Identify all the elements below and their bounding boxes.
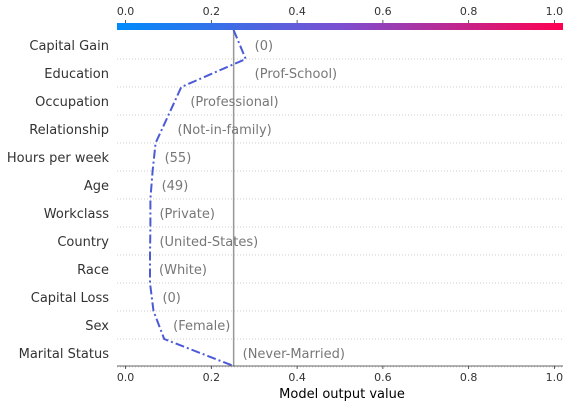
bottom-axis: 0.0 0.2 0.4 0.6 0.8 1.0	[117, 366, 563, 384]
feature-value-label: (White)	[159, 263, 207, 278]
bottom-tick-label: 0.2	[203, 371, 221, 384]
x-axis-label: Model output value	[279, 387, 405, 402]
decision-path-line	[149, 29, 248, 367]
bottom-tick-label: 0.8	[460, 371, 478, 384]
feature-name: Marital Status	[19, 347, 110, 362]
feature-value-labels: (0) (Prof-School) (Professional) (Not-in-fa…	[159, 39, 345, 362]
top-tick-label: 0.4	[288, 5, 306, 18]
feature-value-label: (Professional)	[190, 95, 278, 110]
feature-name: Relationship	[29, 123, 109, 138]
feature-name: Age	[84, 179, 109, 194]
feature-name: Occupation	[35, 95, 109, 110]
top-tick-label: 0.0	[117, 5, 135, 18]
feature-name: Capital Gain	[29, 39, 109, 54]
feature-value-label: (0)	[255, 39, 273, 54]
top-tick-label: 1.0	[546, 5, 564, 18]
feature-value-label: (Private)	[159, 207, 214, 222]
feature-name: Workclass	[44, 207, 109, 222]
bottom-tick-label: 0.4	[288, 371, 306, 384]
feature-name: Country	[57, 235, 109, 250]
feature-labels: Capital Gain Education Occupation Relations…	[7, 39, 110, 362]
bottom-tick-label: 0.6	[374, 371, 392, 384]
feature-name: Sex	[85, 319, 109, 334]
feature-value-label: (Prof-School)	[255, 67, 337, 82]
feature-name: Race	[77, 263, 109, 278]
feature-name: Capital Loss	[31, 291, 109, 306]
bottom-tick-label: 1.0	[546, 371, 564, 384]
row-gridlines	[117, 58, 563, 368]
feature-value-label: (Not-in-family)	[177, 123, 271, 138]
feature-value-label: (0)	[162, 291, 180, 306]
feature-value-label: (55)	[165, 151, 192, 166]
feature-value-label: (Never-Married)	[243, 347, 345, 362]
feature-value-label: (United-States)	[159, 235, 258, 250]
top-tick-label: 0.2	[203, 5, 221, 18]
colorbar	[117, 23, 563, 30]
feature-name: Education	[44, 67, 109, 82]
top-tick-label: 0.6	[374, 5, 392, 18]
top-tick-label: 0.8	[460, 5, 478, 18]
top-axis: 0.0 0.2 0.4 0.6 0.8 1.0	[117, 5, 563, 23]
feature-value-label: (49)	[162, 179, 189, 194]
feature-value-label: (Female)	[173, 319, 230, 334]
bottom-tick-label: 0.0	[117, 371, 135, 384]
feature-name: Hours per week	[7, 151, 110, 166]
